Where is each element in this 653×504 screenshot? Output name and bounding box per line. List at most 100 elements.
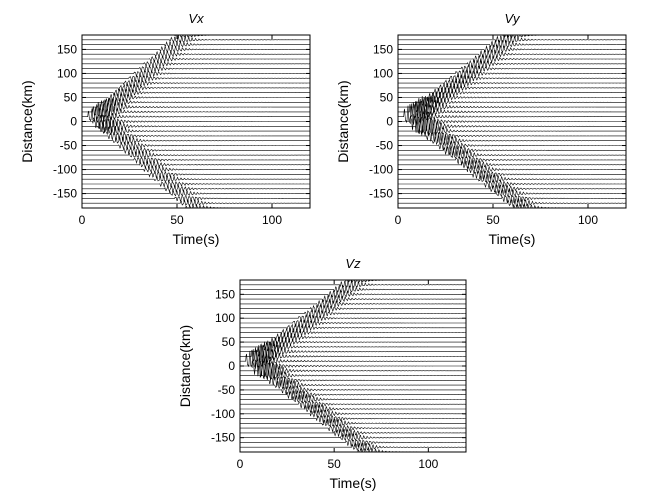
seismogram-trace (398, 164, 626, 175)
seismogram-trace (398, 140, 626, 152)
seismogram-trace (82, 88, 310, 98)
y-tick-label: -100 (211, 407, 235, 421)
seismogram-trace (398, 173, 626, 183)
seismogram-trace (398, 149, 626, 160)
y-tick-label: -50 (218, 383, 236, 397)
seismogram-trace (82, 54, 310, 64)
seismogram-trace (240, 385, 466, 396)
seismogram-trace (240, 432, 466, 442)
seismogram-trace (82, 125, 310, 136)
seismogram-trace (82, 44, 310, 54)
seismogram-trace (398, 179, 626, 189)
seismogram-trace (240, 409, 466, 419)
x-tick-label: 0 (79, 213, 86, 227)
seismogram-trace (240, 293, 466, 304)
y-tick-label: 0 (386, 115, 393, 129)
seismogram-trace (82, 189, 310, 197)
x-axis-label: Time(s) (330, 475, 377, 491)
seismogram-trace (82, 175, 310, 182)
seismogram-trace (82, 59, 310, 69)
seismogram-trace (240, 327, 466, 339)
seismogram-trace (240, 414, 466, 424)
seismogram-trace (398, 49, 626, 59)
x-tick-label: 0 (395, 213, 402, 227)
seismogram-trace (398, 77, 626, 90)
x-tick-label: 50 (486, 213, 500, 227)
seismogram-trace (398, 155, 626, 166)
seismogram-trace (398, 134, 626, 146)
y-tick-label: 50 (380, 90, 394, 104)
seismogram-trace (398, 145, 626, 157)
y-tick-label: 0 (228, 359, 235, 373)
seismogram-trace (240, 424, 466, 434)
seismogram-trace (82, 180, 310, 189)
seismogram-trace (82, 106, 310, 123)
seismogram-trace (82, 150, 310, 159)
seismogram-trace (82, 83, 310, 93)
seismogram-trace (240, 439, 466, 448)
seismogram-trace (398, 169, 626, 180)
seismogram-trace (82, 132, 310, 141)
seismogram-trace (82, 79, 310, 88)
seismogram-trace (240, 289, 466, 299)
seismogram-trace (240, 428, 466, 438)
seismogram-trace (240, 314, 466, 324)
y-tick-label: -150 (53, 187, 77, 201)
seismogram-trace (82, 35, 310, 43)
x-tick-label: 100 (418, 457, 438, 471)
trace-group (398, 35, 626, 208)
seismogram-trace (398, 159, 626, 170)
seismogram-trace (398, 39, 626, 49)
y-tick-label: 0 (70, 115, 77, 129)
seismogram-trace (240, 280, 466, 288)
seismogram-trace (82, 160, 310, 169)
y-tick-label: -100 (369, 163, 393, 177)
seismogram-trace (82, 50, 310, 59)
seismogram-trace (398, 95, 626, 109)
seismogram-trace (240, 336, 466, 348)
seismogram-trace (240, 332, 466, 344)
seismogram-trace (240, 284, 466, 294)
seismogram-trace (398, 87, 626, 99)
x-tick-label: 50 (170, 213, 184, 227)
x-tick-label: 50 (327, 457, 341, 471)
seismogram-trace (240, 369, 466, 381)
seismogram-trace (398, 74, 626, 84)
seismogram-trace (240, 323, 466, 334)
seismogram-trace (398, 115, 626, 137)
x-tick-label: 0 (237, 457, 244, 471)
seismogram-trace (82, 156, 310, 165)
seismogram-trace (240, 319, 466, 329)
x-axis-label: Time(s) (173, 231, 220, 247)
seismogram-trace (82, 184, 310, 194)
y-tick-label: 150 (215, 287, 235, 301)
y-tick-label: -150 (211, 431, 235, 445)
y-tick-label: 100 (373, 66, 393, 80)
y-tick-label: -50 (376, 139, 394, 153)
seismogram-trace (82, 198, 310, 207)
seismogram-trace (82, 114, 310, 131)
seismogram-trace (82, 196, 310, 203)
seismogram-trace (398, 98, 626, 119)
trace-group (82, 35, 310, 208)
seismogram-trace (240, 340, 466, 353)
seismogram-trace (240, 361, 466, 381)
seismogram-trace (398, 103, 626, 125)
seismogram-trace (240, 393, 466, 404)
y-tick-label: 100 (215, 311, 235, 325)
x-tick-label: 100 (578, 213, 598, 227)
seismogram-trace (240, 379, 466, 390)
seismogram-trace (82, 98, 310, 113)
seismogram-trace (240, 442, 466, 452)
seismogram-trace (398, 197, 626, 208)
seismogram-trace (82, 35, 310, 38)
seismogram-trace (82, 40, 310, 48)
y-tick-label: 50 (222, 335, 236, 349)
y-axis-label: Distance(km) (177, 325, 193, 407)
seismogram-trace (398, 95, 626, 115)
seismogram-trace (240, 390, 466, 400)
y-tick-label: 100 (57, 66, 77, 80)
